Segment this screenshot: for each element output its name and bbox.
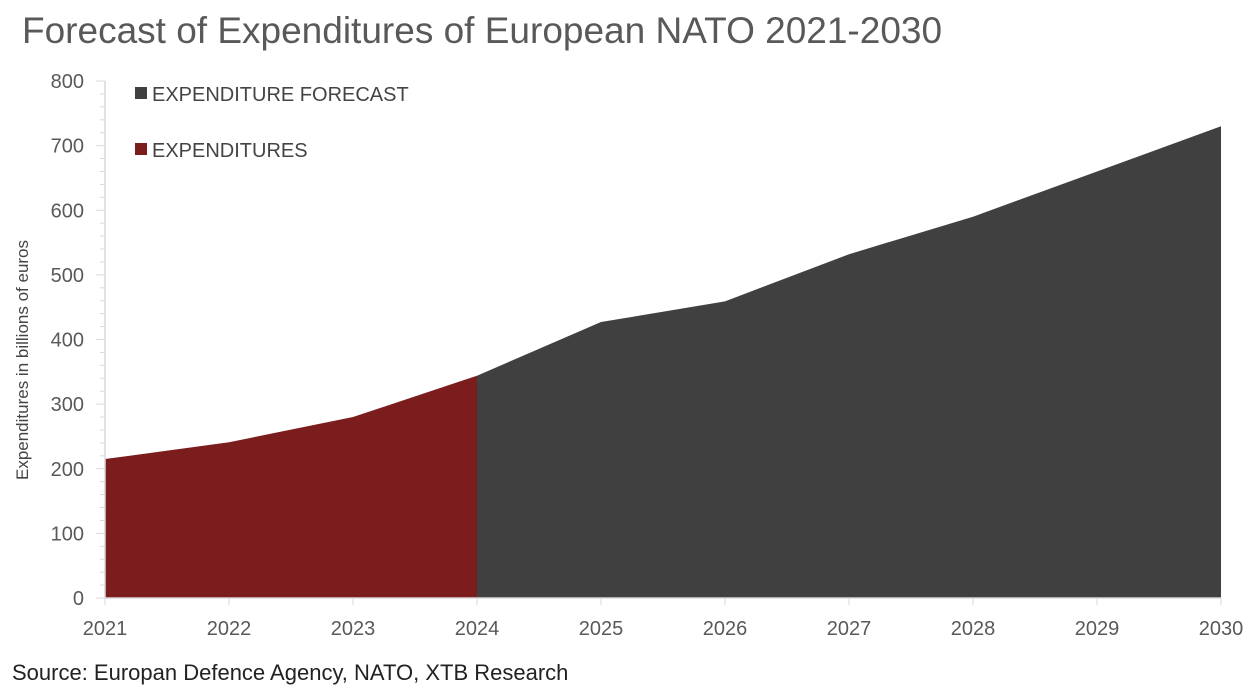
- x-tick-label: 2024: [455, 618, 500, 640]
- y-tick-label: 700: [51, 136, 84, 158]
- area-series-expenditure-forecast: [477, 126, 1221, 599]
- x-tick-label: 2028: [951, 618, 996, 640]
- legend-label: EXPENDITURES: [152, 140, 308, 162]
- legend-label: EXPENDITURE FORECAST: [152, 84, 409, 106]
- y-tick-label: 0: [73, 588, 84, 610]
- source-note: Source: Europan Defence Agency, NATO, XT…: [12, 660, 569, 685]
- y-tick-label: 600: [51, 200, 84, 222]
- y-tick-label: 800: [51, 71, 84, 93]
- x-tick-label: 2022: [207, 618, 252, 640]
- y-tick-label: 200: [51, 459, 84, 481]
- x-tick-label: 2029: [1075, 618, 1120, 640]
- y-tick-label: 400: [51, 330, 84, 352]
- x-tick-label: 2027: [827, 618, 872, 640]
- legend-swatch: [135, 143, 147, 155]
- x-tick-label: 2030: [1199, 618, 1244, 640]
- x-tick-label: 2026: [703, 618, 748, 640]
- legend-swatch: [135, 87, 147, 99]
- y-tick-label: 100: [51, 523, 84, 545]
- chart-title: Forecast of Expenditures of European NAT…: [22, 10, 943, 51]
- x-tick-label: 2025: [579, 618, 624, 640]
- y-tick-label: 500: [51, 265, 84, 287]
- y-tick-label: 300: [51, 394, 84, 416]
- y-axis-label: Expenditures in billions of euros: [13, 240, 32, 480]
- area-series-expenditures: [105, 375, 477, 598]
- x-tick-label: 2021: [83, 618, 128, 640]
- x-tick-label: 2023: [331, 618, 376, 640]
